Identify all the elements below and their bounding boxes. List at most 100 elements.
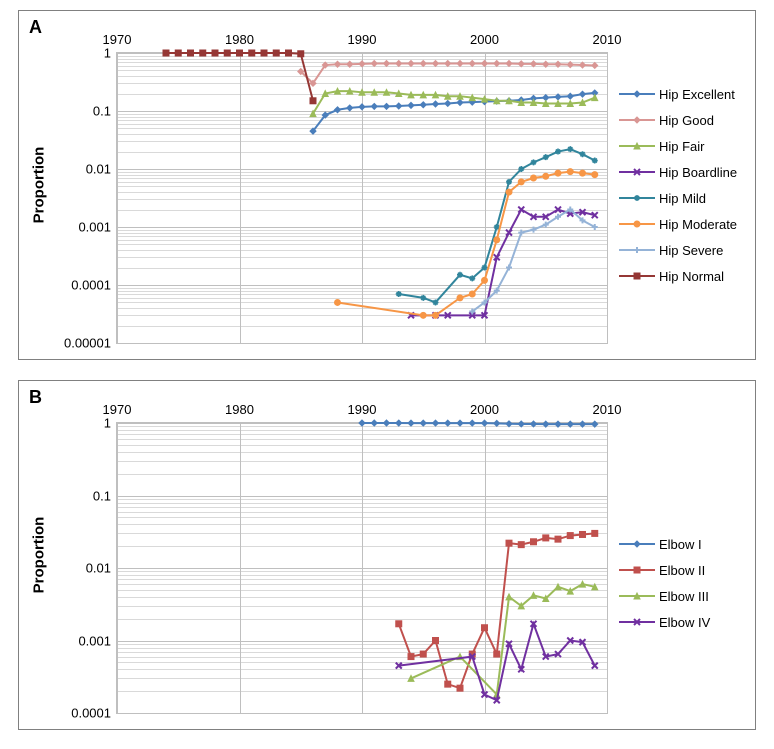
- series-line: [472, 210, 595, 312]
- series-line: [411, 210, 595, 316]
- xtick-label: 1980: [225, 402, 254, 417]
- series-marker: [531, 214, 537, 220]
- series-marker: [420, 102, 426, 108]
- series-marker: [555, 214, 561, 220]
- series-marker: [506, 98, 512, 104]
- legend-swatch: [619, 214, 655, 234]
- legend-row: Hip Excellent: [619, 81, 745, 107]
- series-marker: [298, 68, 304, 74]
- panel-b: B Proportion 10.10.010.0010.000119701980…: [18, 380, 756, 730]
- legend-row: Hip Good: [619, 107, 745, 133]
- series-marker: [543, 95, 549, 101]
- series-marker: [469, 99, 475, 105]
- series-marker: [555, 100, 561, 106]
- legend-row: Hip Moderate: [619, 211, 745, 237]
- panel-a-plot: 10.10.010.0010.00010.0000119701980199020…: [117, 53, 607, 343]
- series-marker: [457, 100, 463, 106]
- legend-label: Elbow III: [659, 589, 709, 604]
- series-marker: [592, 663, 598, 669]
- series-marker: [494, 697, 500, 703]
- series-marker: [580, 217, 586, 223]
- legend-swatch: [619, 110, 655, 130]
- xtick-label: 2010: [593, 32, 622, 47]
- legend-swatch: [619, 266, 655, 286]
- series-marker: [531, 621, 537, 627]
- ytick-label: 0.1: [93, 488, 111, 503]
- series-marker: [396, 621, 402, 627]
- series-marker: [494, 98, 500, 104]
- series-marker: [469, 275, 475, 281]
- legend-label: Elbow II: [659, 563, 705, 578]
- panel-a: A Proportion 10.10.010.0010.00010.000011…: [18, 10, 756, 360]
- panel-a-ylabel-wrap: Proportion: [25, 11, 53, 359]
- series-marker: [592, 212, 598, 218]
- series-marker: [543, 214, 549, 220]
- series-marker: [567, 211, 573, 217]
- series-marker: [531, 95, 537, 101]
- series-marker: [469, 308, 475, 314]
- xtick-label: 1990: [348, 402, 377, 417]
- legend-label: Elbow IV: [659, 615, 710, 630]
- series-marker: [580, 531, 586, 537]
- series-marker: [592, 158, 598, 164]
- series-marker: [567, 100, 573, 106]
- series-marker: [445, 100, 451, 106]
- series-marker: [543, 535, 549, 541]
- legend-row: Elbow II: [619, 557, 745, 583]
- series-line: [313, 93, 595, 131]
- series-marker: [518, 100, 524, 106]
- legend-swatch: [619, 240, 655, 260]
- ytick-label: 0.0001: [71, 278, 111, 293]
- legend-label: Hip Moderate: [659, 217, 737, 232]
- series-marker: [469, 95, 475, 101]
- panel-a-ylabel: Proportion: [31, 147, 48, 224]
- series-marker: [543, 100, 549, 106]
- legend-label: Hip Normal: [659, 269, 724, 284]
- xtick-label: 2010: [593, 402, 622, 417]
- legend-row: Hip Normal: [619, 263, 745, 289]
- series-marker: [555, 94, 561, 100]
- xtick-label: 1990: [348, 32, 377, 47]
- series-marker: [592, 95, 598, 101]
- xtick-label: 1970: [103, 32, 132, 47]
- ytick-label: 0.1: [93, 104, 111, 119]
- legend-row: Elbow III: [619, 583, 745, 609]
- legend-label: Hip Boardline: [659, 165, 737, 180]
- panel-b-ylabel-wrap: Proportion: [25, 381, 53, 729]
- series-marker: [494, 98, 500, 104]
- legend-label: Hip Excellent: [659, 87, 735, 102]
- ytick-label: 0.00001: [64, 336, 111, 351]
- series-marker: [310, 98, 316, 104]
- ytick-label: 1: [104, 46, 111, 61]
- series-marker: [408, 102, 414, 108]
- ytick-label: 0.01: [86, 561, 111, 576]
- legend-swatch: [619, 586, 655, 606]
- series-marker: [506, 98, 512, 104]
- series-marker: [518, 97, 524, 103]
- legend-label: Hip Good: [659, 113, 714, 128]
- legend-label: Elbow I: [659, 537, 702, 552]
- panel-b-ylabel: Proportion: [31, 517, 48, 594]
- ytick-label: 0.001: [78, 633, 111, 648]
- legend-row: Hip Boardline: [619, 159, 745, 185]
- panel-b-legend: Elbow I Elbow II Elbow III Elbow IV: [619, 531, 745, 635]
- series-marker: [433, 101, 439, 107]
- series-marker: [384, 103, 390, 109]
- xtick-label: 1980: [225, 32, 254, 47]
- series-marker: [457, 272, 463, 278]
- series-marker: [396, 103, 402, 109]
- series-marker: [445, 681, 451, 687]
- legend-row: Hip Severe: [619, 237, 745, 263]
- legend-row: Hip Mild: [619, 185, 745, 211]
- legend-row: Elbow I: [619, 531, 745, 557]
- legend-swatch: [619, 162, 655, 182]
- xtick-label: 2000: [470, 402, 499, 417]
- legend-swatch: [619, 612, 655, 632]
- legend-swatch: [619, 560, 655, 580]
- legend-label: Hip Mild: [659, 191, 706, 206]
- series-marker: [396, 663, 402, 669]
- series-marker: [494, 691, 500, 697]
- ytick-label: 0.001: [78, 220, 111, 235]
- series-marker: [555, 536, 561, 542]
- panel-b-plot: 10.10.010.0010.000119701980199020002010: [117, 423, 607, 713]
